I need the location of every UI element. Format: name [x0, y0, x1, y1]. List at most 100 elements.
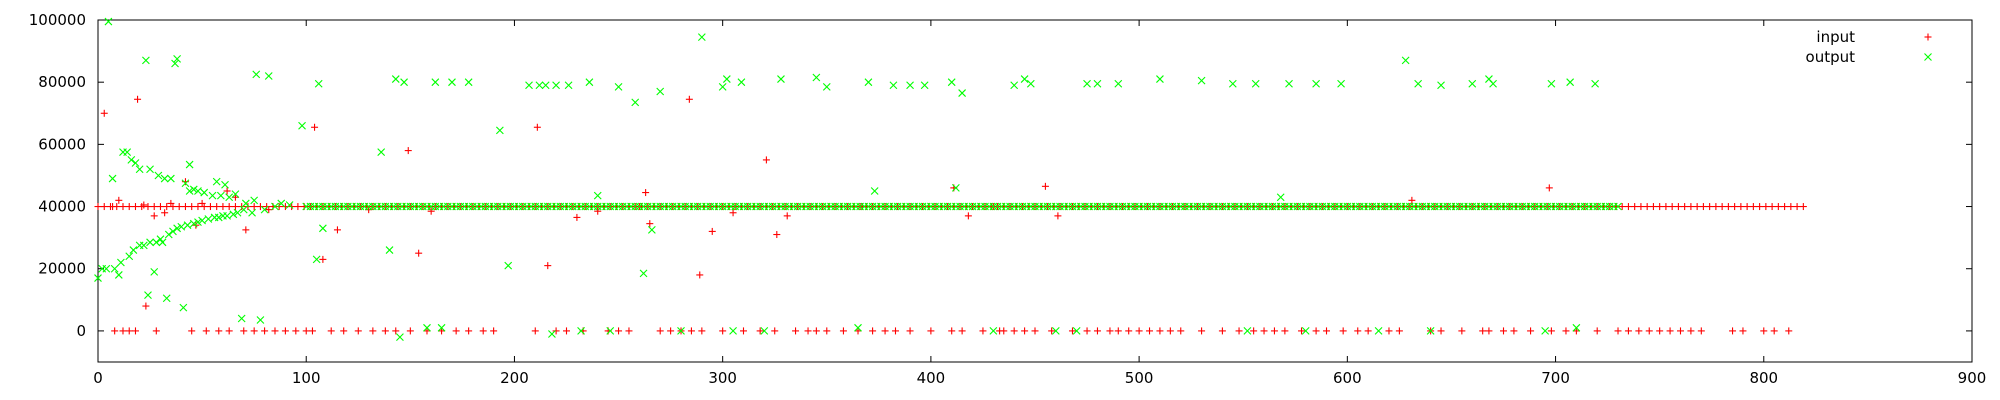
input-point — [625, 327, 633, 335]
input-point — [427, 207, 435, 215]
input-point — [181, 178, 189, 186]
output-point — [631, 98, 640, 107]
input-point — [1479, 327, 1487, 335]
output-point — [127, 156, 136, 164]
output-point — [229, 210, 238, 219]
input-point — [1323, 327, 1331, 335]
input-point — [1235, 327, 1243, 335]
input-point — [219, 203, 227, 211]
output-point — [760, 327, 769, 335]
output-point — [400, 78, 408, 87]
input-point — [1093, 327, 1101, 335]
input-point — [1681, 203, 1689, 211]
legend: input output — [1806, 28, 1932, 66]
output-point — [1426, 327, 1435, 335]
output-point — [264, 72, 273, 80]
output-point — [577, 327, 585, 335]
output-point — [318, 224, 327, 233]
output-point — [150, 267, 159, 276]
input-point — [1656, 203, 1664, 211]
output-point — [889, 81, 898, 90]
output-point — [989, 327, 998, 335]
output-point — [177, 222, 186, 231]
x-tick-label: 300 — [708, 369, 737, 387]
input-point — [415, 249, 423, 257]
output-point — [1156, 75, 1164, 83]
output-point — [812, 73, 821, 82]
output-point — [216, 191, 225, 200]
input-point — [927, 327, 935, 335]
input-point — [240, 327, 248, 335]
input-point — [265, 206, 273, 214]
input-point — [792, 327, 800, 335]
input-point — [406, 327, 414, 335]
output-point — [947, 78, 956, 87]
input-point — [696, 271, 704, 279]
output-point — [385, 246, 394, 254]
input-point — [1756, 203, 1764, 211]
x-tick-label: 0 — [93, 369, 103, 387]
output-point — [1010, 81, 1019, 90]
output-point — [256, 316, 265, 324]
output-point — [117, 258, 125, 267]
input-point — [479, 327, 487, 335]
input-point — [1697, 327, 1705, 335]
output-point — [1591, 79, 1600, 88]
input-point — [181, 203, 189, 211]
input-point — [615, 327, 623, 335]
x-tick-label: 900 — [1958, 369, 1987, 387]
input-point — [1674, 203, 1682, 211]
input-point — [125, 327, 133, 335]
output-point — [958, 89, 967, 97]
input-point — [1799, 203, 1807, 211]
input-point — [1712, 203, 1720, 211]
output-point — [146, 165, 154, 174]
input-point — [1270, 327, 1278, 335]
output-point — [173, 54, 182, 63]
y-tick-label: 80000 — [38, 73, 86, 91]
input-point — [131, 327, 139, 335]
input-point — [1637, 203, 1645, 211]
input-point — [656, 327, 664, 335]
y-tick-label: 40000 — [38, 198, 86, 216]
input-point — [369, 327, 377, 335]
input-point — [223, 187, 231, 195]
output-point — [162, 294, 171, 303]
output-point — [169, 227, 177, 236]
output-point — [822, 82, 831, 91]
output-point — [214, 213, 223, 222]
input-point — [773, 231, 781, 239]
input-point — [1743, 203, 1751, 211]
input-point — [1645, 327, 1653, 335]
input-point — [1166, 327, 1174, 335]
output-point — [252, 70, 261, 79]
input-point — [1198, 327, 1206, 335]
output-point — [1541, 327, 1550, 335]
input-point — [698, 327, 706, 335]
input-point — [452, 327, 460, 335]
output-point — [1301, 327, 1310, 335]
output-point — [951, 184, 960, 192]
input-point — [1676, 327, 1684, 335]
input-point — [198, 199, 206, 207]
output-point — [593, 191, 602, 200]
output-point — [183, 221, 192, 230]
input-point — [906, 327, 914, 335]
input-point — [1031, 327, 1039, 335]
output-point — [241, 199, 250, 208]
output-point — [94, 274, 102, 282]
input-point — [1298, 327, 1306, 335]
input-point — [1500, 327, 1507, 335]
input-point — [1631, 203, 1639, 211]
input-point — [531, 327, 539, 335]
input-point — [225, 327, 233, 335]
input-point — [213, 203, 221, 211]
input-point — [1339, 327, 1347, 335]
input-point — [1250, 327, 1258, 335]
input-point — [354, 327, 362, 335]
input-point — [563, 327, 570, 335]
input-point — [109, 203, 117, 211]
output-point — [1243, 327, 1252, 335]
output-point — [204, 215, 213, 223]
input-point — [667, 327, 675, 335]
